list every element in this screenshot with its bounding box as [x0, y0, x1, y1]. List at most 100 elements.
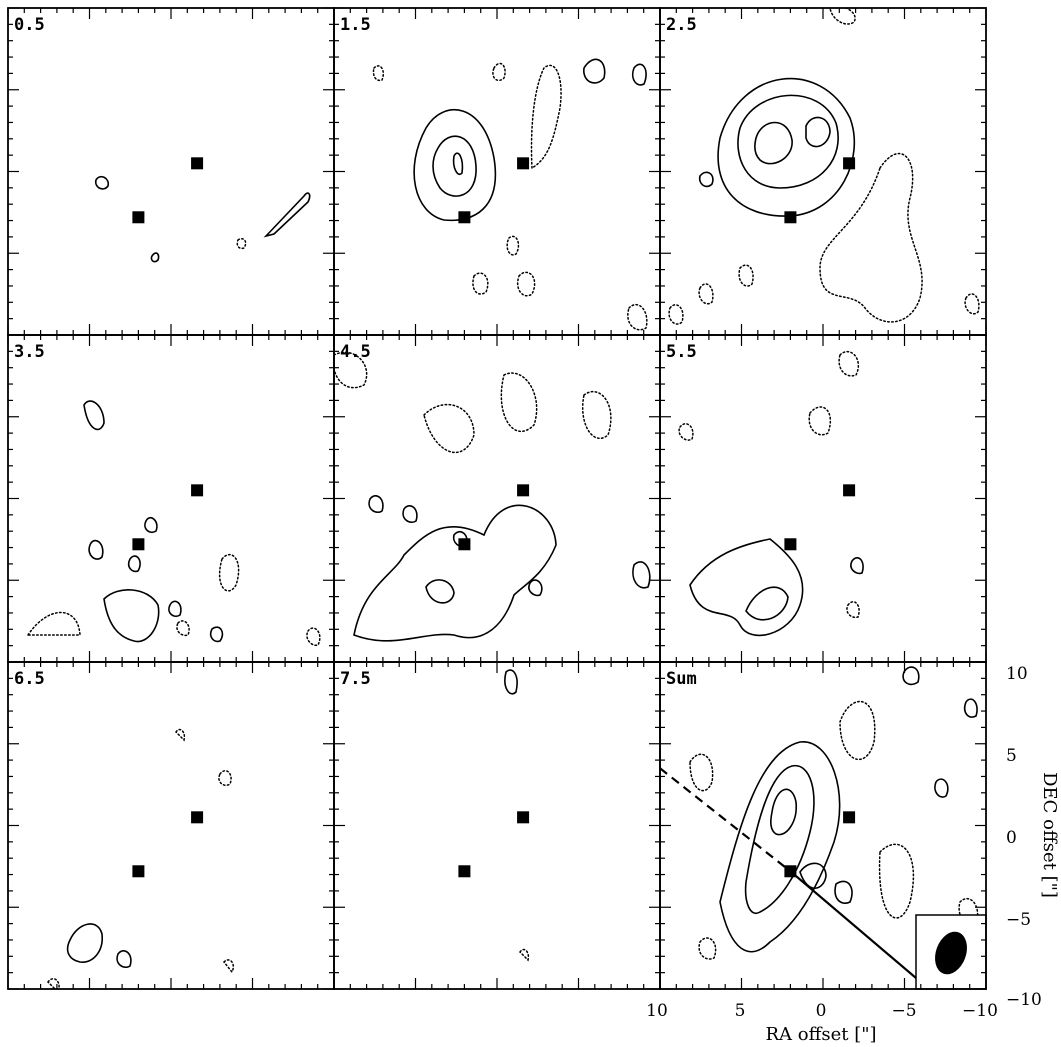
source-marker	[784, 211, 797, 224]
source-marker	[458, 538, 471, 551]
negative-contour	[819, 152, 923, 323]
negative-contour	[627, 303, 648, 331]
negative-contour	[958, 897, 979, 926]
positive-contour	[528, 579, 543, 597]
source-marker	[517, 157, 530, 170]
source-marker	[191, 811, 204, 824]
source-marker	[458, 865, 471, 878]
panel-frame	[333, 7, 661, 336]
contour-group	[678, 350, 864, 637]
positive-contour	[144, 516, 158, 534]
positive-contour	[402, 505, 418, 524]
positive-contour	[902, 666, 920, 686]
negative-contour	[829, 8, 856, 25]
negative-contour	[519, 948, 530, 962]
y-axis-title: DEC offset ["]	[1039, 772, 1060, 898]
negative-contour	[472, 272, 489, 295]
positive-contour	[754, 121, 793, 165]
positive-contour	[934, 778, 949, 798]
positive-contour	[850, 557, 864, 575]
positive-contour	[504, 669, 518, 695]
x-tick-label: 10	[646, 1001, 668, 1021]
contour-group	[334, 351, 651, 642]
positive-contour	[368, 495, 384, 514]
contour-group	[668, 8, 980, 325]
contour-group	[47, 728, 235, 989]
panel-frame	[7, 661, 335, 990]
negative-contour	[176, 620, 190, 637]
panel-velocity-label: 1.5	[340, 15, 371, 35]
source-marker	[517, 811, 530, 824]
negative-contour	[222, 959, 235, 974]
y-tick-label: −10	[1006, 990, 1042, 1010]
positive-contour	[689, 538, 804, 637]
source-marker	[843, 484, 856, 497]
source-marker	[843, 157, 856, 170]
source-marker	[517, 484, 530, 497]
positive-contour	[963, 698, 978, 718]
channel-panel: 5.5	[659, 334, 987, 663]
positive-contour	[83, 400, 105, 431]
positive-contour	[209, 626, 224, 643]
panel-frame	[7, 7, 335, 336]
negative-contour	[500, 372, 538, 432]
negative-contour	[218, 553, 240, 592]
positive-contour	[770, 788, 797, 836]
positive-contour	[116, 950, 132, 969]
positive-contour	[834, 880, 853, 904]
source-marker	[132, 211, 145, 224]
channel-panel: 6.5	[7, 661, 335, 990]
positive-contour	[631, 63, 647, 86]
x-tick-label: −5	[891, 1001, 916, 1021]
positive-contour	[799, 862, 827, 890]
negative-contour	[839, 700, 876, 761]
negative-contour	[26, 611, 81, 636]
negative-contour	[668, 304, 684, 325]
channel-panel: 7.5	[333, 661, 661, 990]
positive-contour	[413, 109, 497, 222]
positive-contour	[150, 252, 160, 263]
channel-panel: 1.5	[333, 7, 661, 336]
y-tick-label: 5	[1006, 746, 1017, 766]
panel-velocity-label: 5.5	[666, 342, 697, 362]
channel-panel: 0.5	[7, 7, 335, 336]
negative-contour	[838, 350, 860, 377]
x-tick-label: 0	[816, 1001, 827, 1021]
positive-contour	[805, 116, 831, 148]
source-marker	[132, 538, 145, 551]
channel-panel: 2.5	[659, 7, 987, 336]
negative-contour	[678, 423, 694, 441]
positive-contour	[737, 94, 839, 189]
contour-group	[372, 58, 648, 331]
channel-panel: 3.5	[7, 334, 335, 663]
negative-contour	[218, 770, 232, 786]
panel-velocity-label: 4.5	[340, 342, 371, 362]
negative-contour	[808, 406, 831, 436]
y-tick-label: 10	[1006, 664, 1028, 684]
channel-panel: 4.5	[333, 334, 661, 663]
positive-contour	[66, 923, 103, 963]
beam-inset	[915, 914, 987, 990]
positive-contour	[88, 539, 104, 560]
source-marker	[843, 811, 856, 824]
negative-contour	[517, 271, 536, 297]
contour-group	[660, 666, 979, 989]
panel-velocity-label: 6.5	[14, 669, 45, 689]
positive-contour	[698, 171, 714, 188]
negative-contour	[738, 264, 754, 287]
negative-contour	[423, 404, 475, 454]
negative-contour	[698, 937, 717, 960]
contour-group	[94, 175, 311, 263]
negative-contour	[175, 728, 186, 742]
x-tick-label: 5	[735, 1001, 746, 1021]
beam-ellipse	[935, 931, 967, 975]
negative-contour	[878, 843, 915, 919]
positive-contour	[353, 504, 557, 642]
negative-contour	[689, 753, 714, 792]
positive-contour	[452, 152, 464, 175]
negative-contour	[530, 64, 562, 170]
negative-contour	[47, 978, 60, 989]
source-marker	[132, 865, 145, 878]
positive-contour	[432, 135, 477, 197]
